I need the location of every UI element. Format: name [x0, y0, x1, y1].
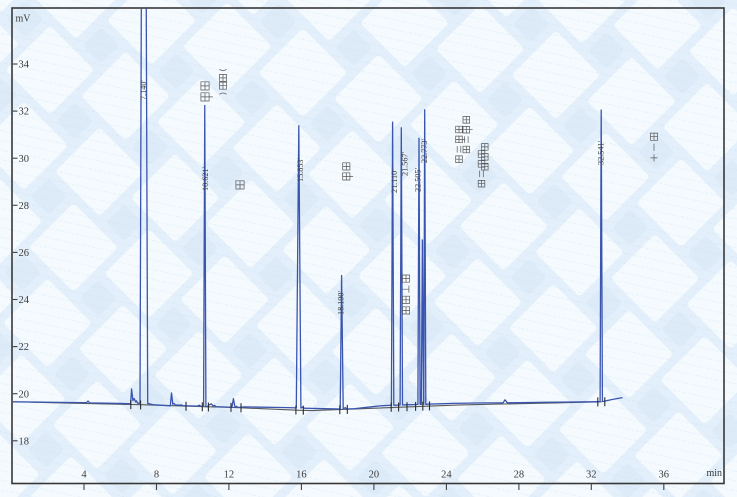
svg-text:min: min [707, 468, 723, 479]
svg-text:22.773': 22.773' [420, 138, 429, 163]
svg-text:26: 26 [19, 248, 30, 259]
svg-text:mV: mV [16, 14, 32, 25]
svg-text:10.621': 10.621' [201, 166, 210, 191]
svg-text:32: 32 [19, 107, 30, 118]
svg-text:28: 28 [19, 201, 30, 212]
svg-text:24: 24 [441, 470, 452, 481]
svg-text:15.853': 15.853' [296, 157, 305, 182]
svg-text:12: 12 [224, 470, 235, 481]
svg-text:21.567': 21.567' [400, 151, 409, 176]
svg-text:36: 36 [659, 470, 670, 481]
svg-text:4: 4 [81, 470, 87, 481]
svg-text:30: 30 [19, 154, 30, 165]
svg-text:20: 20 [369, 470, 380, 481]
svg-text:34: 34 [19, 60, 30, 71]
svg-text:22: 22 [19, 342, 30, 353]
svg-text:20: 20 [19, 389, 30, 400]
svg-text:18: 18 [19, 436, 30, 447]
svg-text:18.190': 18.190' [336, 290, 345, 315]
svg-text:28: 28 [514, 470, 525, 481]
svg-text:8: 8 [154, 470, 159, 481]
svg-text:22.505': 22.505' [413, 167, 422, 192]
svg-text:21.110': 21.110' [390, 169, 399, 193]
svg-text:16: 16 [296, 470, 307, 481]
svg-text:32: 32 [586, 470, 597, 481]
svg-text:24: 24 [19, 295, 30, 306]
svg-text:32.541': 32.541' [597, 140, 606, 165]
svg-text:7.140': 7.140' [139, 80, 148, 100]
